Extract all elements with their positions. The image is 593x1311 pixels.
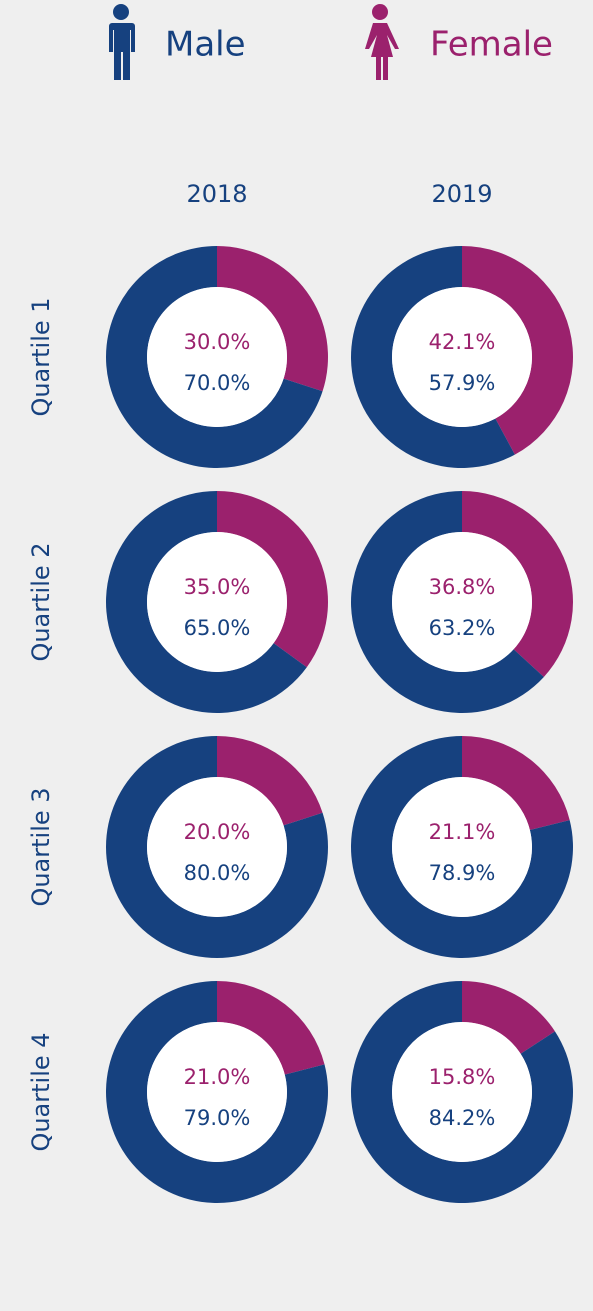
column-label: 2018 (186, 180, 247, 208)
legend-label: Male (165, 25, 246, 65)
donut-hole (392, 532, 532, 672)
donut-hole (147, 1022, 287, 1162)
donut-segment (217, 981, 325, 1075)
row-label: Quartile 4 (27, 1032, 55, 1151)
value-label: 80.0% (184, 861, 251, 885)
donut-hole (147, 532, 287, 672)
donut-segment (217, 736, 323, 826)
value-label: 36.8% (429, 575, 496, 599)
column-label: 2019 (431, 180, 492, 208)
value-label: 78.9% (429, 861, 496, 885)
value-label: 84.2% (429, 1106, 496, 1130)
donut-segment (462, 491, 573, 677)
donut-segment (105, 736, 328, 959)
value-label: 30.0% (184, 330, 251, 354)
legend-label: Female (430, 25, 553, 65)
donut-segment (350, 246, 515, 469)
donut-segment (105, 246, 323, 468)
value-label: 70.0% (184, 371, 251, 395)
donut-segment (462, 736, 570, 831)
donut-segment (351, 736, 574, 959)
female-icon (365, 4, 399, 80)
value-label: 15.8% (429, 1065, 496, 1089)
row-label: Quartile 3 (27, 787, 55, 906)
value-label: 21.0% (184, 1065, 251, 1089)
value-label: 65.0% (184, 616, 251, 640)
donut-hole (392, 1022, 532, 1162)
donut-segment (351, 491, 544, 714)
row-label: Quartile 2 (27, 542, 55, 661)
donut-segment (217, 246, 328, 392)
value-label: 79.0% (184, 1106, 251, 1130)
value-label: 57.9% (429, 371, 496, 395)
value-label: 21.1% (429, 820, 496, 844)
donut-hole (392, 287, 532, 427)
donut-segment (462, 981, 555, 1054)
donut-segment (462, 246, 573, 455)
donut-hole (147, 777, 287, 917)
male-icon (109, 4, 135, 80)
value-label: 63.2% (429, 616, 496, 640)
donut-hole (147, 287, 287, 427)
donut-segment (217, 491, 328, 668)
value-label: 42.1% (429, 330, 496, 354)
value-label: 20.0% (184, 820, 251, 844)
donut-hole (392, 777, 532, 917)
donut-segment (105, 491, 307, 713)
row-label: Quartile 1 (27, 297, 55, 416)
donut-segment (351, 981, 573, 1204)
donut-segment (106, 981, 329, 1204)
value-label: 35.0% (184, 575, 251, 599)
